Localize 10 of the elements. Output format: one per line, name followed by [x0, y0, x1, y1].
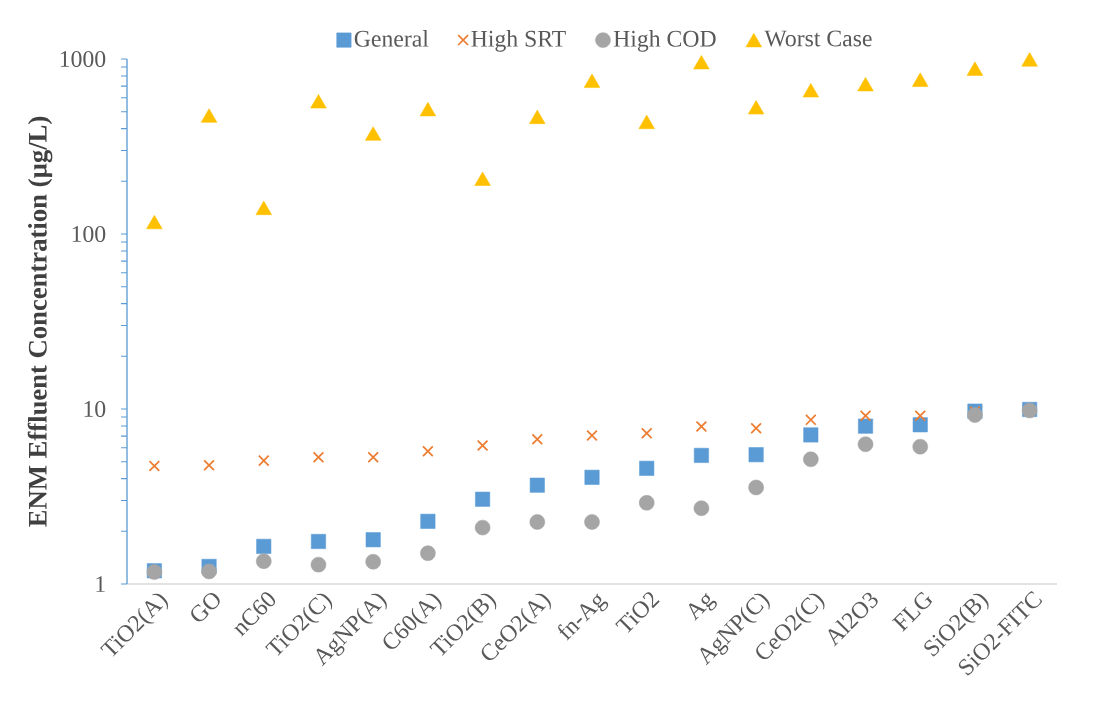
legend-label: General — [354, 30, 429, 47]
legend-label: High COD — [613, 30, 716, 52]
x-tick-label: GO — [191, 592, 220, 622]
y-axis-title: ENM Effluent Concentration (µg/L) — [27, 116, 53, 527]
y-tick-label: 100 — [72, 225, 106, 242]
legend-label: High SRT — [471, 30, 566, 52]
y-tick-label: 1 — [96, 576, 105, 592]
legend-label: Worst Case — [764, 30, 872, 47]
y-tick-label: 10 — [84, 400, 106, 417]
y-tick-label: 1000 — [60, 50, 106, 67]
